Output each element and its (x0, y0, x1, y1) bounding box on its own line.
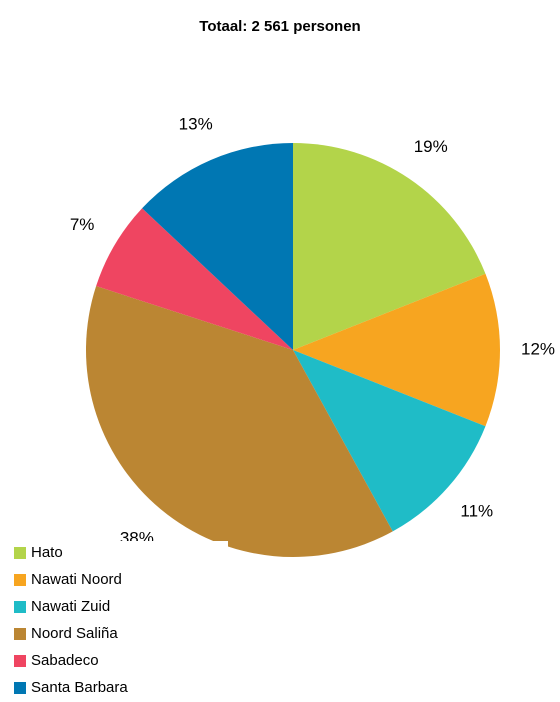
pie-slice (293, 143, 486, 350)
pie (85, 143, 500, 557)
legend-label: Nawati Noord (31, 571, 122, 588)
pie-slice (85, 286, 393, 557)
pie-slice (96, 208, 293, 350)
data-label: 12% (521, 339, 555, 358)
legend-swatch (14, 628, 26, 640)
legend-swatch (14, 682, 26, 694)
legend: Hato Nawati Noord Nawati Zuid Noord Saliña S… (14, 544, 128, 696)
legend-swatch (14, 574, 26, 586)
legend-label: Sabadeco (31, 652, 99, 669)
data-label: 11% (460, 502, 493, 521)
data-label: 7% (70, 215, 95, 234)
data-label: 13% (179, 115, 213, 134)
legend-swatch (14, 601, 26, 613)
pie-slice (293, 273, 500, 427)
pie-slice (293, 350, 486, 532)
chart-title: Totaal: 2 561 personen (199, 18, 360, 35)
legend-background (0, 541, 228, 702)
legend-label: Hato (31, 544, 63, 561)
data-label: 19% (414, 137, 448, 156)
legend-label: Nawati Zuid (31, 598, 110, 615)
legend-label: Noord Saliña (31, 625, 118, 642)
legend-swatch (14, 655, 26, 667)
legend-label: Santa Barbara (31, 679, 128, 696)
pie-slice (142, 143, 293, 350)
legend-swatch (14, 547, 26, 559)
